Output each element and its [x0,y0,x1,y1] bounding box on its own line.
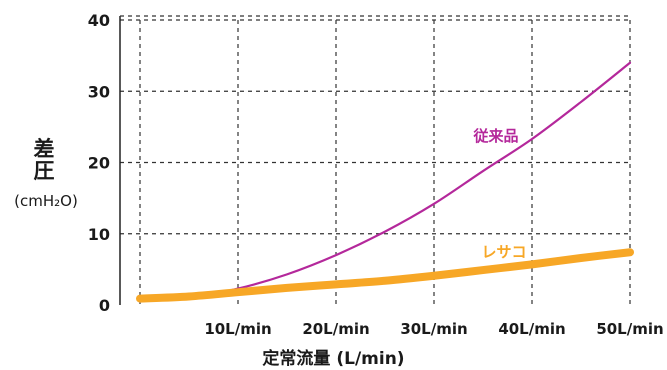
x-tick-label: 30L/min [400,320,467,338]
y-tick-label: 0 [99,296,110,315]
series-label: レサコ [481,243,526,261]
series-label: 従来品 [472,127,518,145]
y-axis-unit: (cmH₂O) [14,192,78,210]
y-tick-label: 20 [88,154,110,173]
x-axis-label: 定常流量 (L/min) [262,349,405,369]
series-line-2 [136,248,634,303]
y-axis-label: 差圧 [33,137,55,183]
x-tick-label: 10L/min [204,320,271,338]
y-tick-label: 30 [88,82,110,101]
x-tick-label: 20L/min [302,320,369,338]
series [136,61,634,303]
x-tick-label: 50L/min [596,320,663,338]
x-tick-label: 40L/min [498,320,565,338]
y-tick-label: 40 [88,11,110,30]
axes [119,15,630,305]
grid [120,19,631,305]
tick-labels: 0 10 20 30 40 10L/min 20L/min 30L/min 40L/min 50L… [88,11,664,338]
y-tick-label: 10 [88,225,110,244]
